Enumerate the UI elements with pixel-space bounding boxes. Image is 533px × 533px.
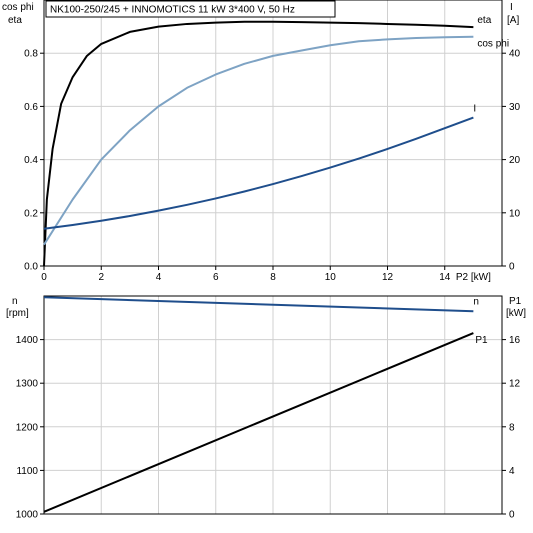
y-right-axis-unit: [kW] [506,308,526,319]
y-left-tick-label: 0.8 [24,49,38,60]
series-line-n [43,296,474,313]
y-right-tick-label: 12 [509,379,521,390]
y-left-tick-label: 1000 [16,510,39,521]
series-label-I: I [473,104,476,115]
y-left-tick-label: 0.2 [24,208,38,219]
x-tick-label: 8 [270,272,276,283]
y-right-tick-label: 10 [509,208,521,219]
x-tick-label: 0 [41,272,47,283]
y-right-tick-label: 40 [509,49,521,60]
y-right-axis-unit: [A] [507,15,519,26]
y-left-tick-label: 0.4 [24,155,38,166]
y-right-tick-label: 16 [509,335,521,346]
x-tick-label: 14 [439,272,451,283]
y-left-tick-label: 0.0 [24,262,38,273]
series-label-eta: eta [477,15,491,26]
series-line-eta [43,20,474,267]
x-tick-label: 10 [325,272,337,283]
y-right-tick-label: 0 [509,510,515,521]
y-right-tick-label: 0 [509,262,515,273]
x-tick-label: 2 [98,272,104,283]
y-left-tick-label: 1200 [16,422,39,433]
plot-frame-bottom [43,295,503,515]
x-axis-title: P2 [kW] [456,272,491,283]
y-left-axis-title: cos phi [2,2,34,13]
y-left-tick-label: 1100 [16,466,38,477]
chart-header-title: NK100-250/245 + INNOMOTICS 11 kW 3*400 V… [50,5,295,16]
series-line-I [43,116,474,230]
x-tick-label: 12 [382,272,394,283]
y-left-axis-unit: eta [8,15,22,26]
series-line-cos-phi [43,35,474,246]
y-right-tick-label: 8 [509,422,515,433]
y-left-tick-label: 0.6 [24,102,38,113]
series-line-P1 [43,332,474,513]
series-label-P1: P1 [475,335,488,346]
y-right-axis-title: P1 [509,296,522,307]
y-left-axis-title: n [12,296,18,307]
x-tick-label: 6 [213,272,219,283]
y-right-tick-label: 20 [509,155,521,166]
series-label-n: n [473,296,479,307]
y-right-tick-label: 30 [509,102,521,113]
y-left-axis-unit: [rpm] [6,308,29,319]
series-label-cos-phi: cos phi [477,39,509,50]
x-tick-label: 4 [156,272,162,283]
y-left-tick-label: 1400 [16,335,39,346]
y-right-axis-title: I [510,2,513,13]
header-box [45,0,336,18]
y-left-tick-label: 1300 [16,379,39,390]
y-right-tick-label: 4 [509,466,515,477]
